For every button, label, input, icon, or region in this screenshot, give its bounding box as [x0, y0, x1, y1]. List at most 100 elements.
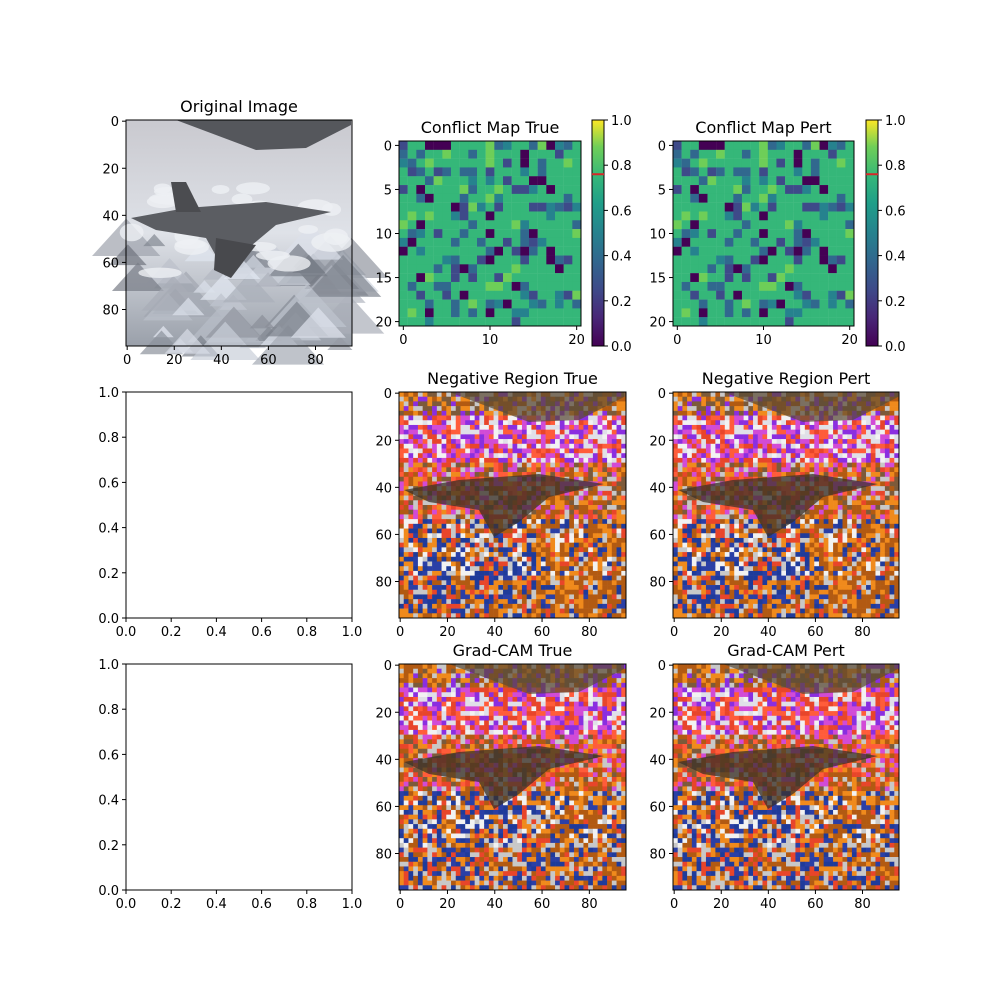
overlay-pixel [602, 575, 608, 581]
overlay-pixel [842, 467, 848, 473]
overlay-pixel [413, 505, 419, 511]
overlay-pixel [833, 443, 839, 449]
overlay-pixel [748, 410, 754, 416]
overlay-pixel [682, 424, 688, 430]
overlay-pixel [866, 429, 872, 435]
heatmap-cell [810, 246, 820, 256]
overlay-pixel [621, 439, 627, 445]
overlay-pixel [436, 519, 442, 525]
heatmap-cell [529, 176, 538, 186]
heatmap-cell [802, 158, 812, 168]
overlay-pixel [705, 457, 711, 463]
overlay-pixel [691, 424, 697, 430]
overlay-pixel [870, 505, 876, 511]
overlay-pixel [583, 448, 589, 454]
heatmap-cell [451, 317, 460, 327]
overlay-pixel [809, 443, 815, 449]
overlay-pixel [493, 613, 499, 619]
heatmap-cell [511, 176, 521, 186]
overlay-pixel [417, 448, 423, 454]
overlay-pixel [503, 439, 509, 445]
overlay-pixel [833, 509, 839, 515]
overlay-pixel [498, 537, 504, 543]
overlay-pixel [884, 420, 890, 426]
overlay-pixel [583, 603, 589, 609]
overlay-pixel [861, 448, 867, 454]
overlay-pixel [757, 467, 763, 473]
heatmap-cell [673, 229, 682, 239]
heatmap-cell [716, 308, 725, 318]
overlay-pixel [417, 561, 423, 567]
overlay-pixel [417, 570, 423, 576]
heatmap-cell [425, 167, 434, 177]
overlay-pixel [413, 594, 419, 600]
overlay-pixel [521, 585, 527, 591]
heatmap-cell [537, 220, 547, 230]
overlay-pixel [762, 434, 768, 440]
overlay-pixel [875, 519, 881, 525]
overlay-pixel [696, 505, 702, 511]
overlay-pixel [399, 537, 405, 543]
overlay-pixel [403, 566, 409, 572]
overlay-pixel [621, 401, 627, 407]
overlay-pixel [427, 514, 433, 520]
heatmap-cell [407, 220, 417, 230]
overlay-pixel [880, 415, 886, 421]
overlay-pixel [729, 448, 735, 454]
overlay-pixel [578, 542, 584, 548]
overlay-pixel [441, 443, 447, 449]
overlay-pixel [847, 429, 853, 435]
heatmap-cell [425, 308, 434, 318]
overlay-pixel [682, 439, 688, 445]
heatmap-cell [793, 158, 803, 168]
overlay-pixel [422, 396, 428, 402]
overlay-pixel [479, 448, 485, 454]
heatmap-cell [468, 308, 478, 318]
overlay-pixel [748, 533, 754, 539]
overlay-pixel [417, 424, 423, 430]
heatmap-cell [759, 273, 769, 283]
heatmap-cell [673, 255, 682, 265]
heatmap-cell [707, 211, 717, 221]
heatmap-cell [433, 290, 443, 300]
overlay-pixel [512, 528, 518, 534]
heatmap-cell [503, 193, 512, 203]
heatmap-cell [836, 290, 846, 300]
y-tick-label: 0 [658, 139, 666, 154]
overlay-pixel [597, 528, 603, 534]
overlay-pixel [583, 434, 589, 440]
overlay-pixel [413, 589, 419, 595]
heatmap-cell [546, 141, 556, 151]
overlay-pixel [786, 453, 792, 459]
overlay-pixel [602, 505, 608, 511]
overlay-pixel [526, 537, 532, 543]
overlay-pixel [691, 448, 697, 454]
overlay-pixel [776, 462, 782, 468]
overlay-pixel [776, 420, 782, 426]
overlay-pixel [460, 556, 466, 562]
overlay-pixel [621, 472, 627, 478]
overlay-pixel [507, 566, 513, 572]
overlay-pixel [856, 486, 862, 492]
overlay-pixel [441, 594, 447, 600]
overlay-pixel [526, 585, 532, 591]
overlay-pixel [607, 514, 613, 520]
overlay-pixel [559, 603, 565, 609]
heatmap-cell [819, 308, 829, 318]
overlay-pixel [894, 481, 900, 487]
overlay-pixel [446, 448, 452, 454]
overlay-pixel [451, 448, 457, 454]
overlay-pixel [833, 514, 839, 520]
overlay-pixel [705, 528, 711, 534]
overlay-pixel [436, 453, 442, 459]
overlay-pixel [715, 472, 721, 478]
heatmap-cell [690, 149, 700, 159]
overlay-pixel [592, 547, 598, 553]
overlay-pixel [842, 490, 848, 496]
overlay-pixel [705, 542, 711, 548]
snow-patch [255, 250, 290, 261]
heatmap-cell [407, 185, 417, 195]
overlay-pixel [460, 566, 466, 572]
overlay-pixel [488, 429, 494, 435]
overlay-pixel [771, 472, 777, 478]
